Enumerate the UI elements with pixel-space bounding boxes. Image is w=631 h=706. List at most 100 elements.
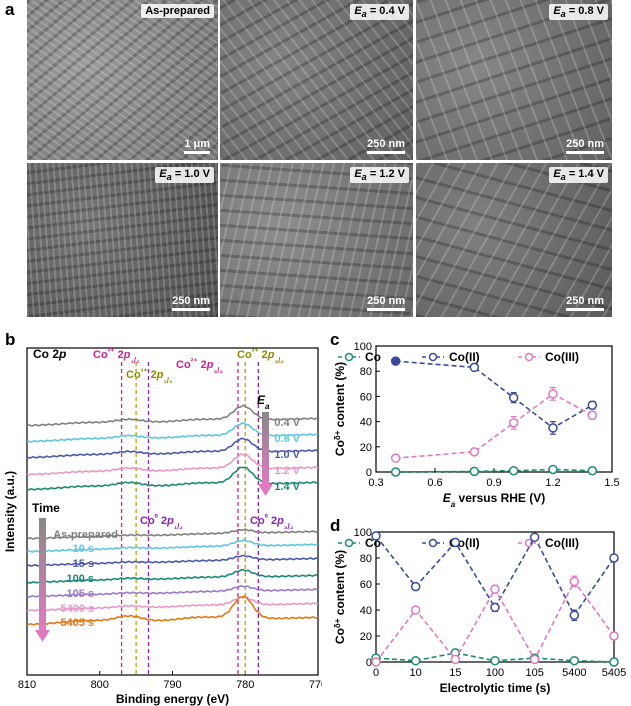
sem-image: Ea = 0.4 V 250 nm xyxy=(220,0,413,160)
x-tick-label: 1.2 xyxy=(545,477,560,489)
y-tick-label: 0 xyxy=(366,657,372,669)
scale-bar: 250 nm xyxy=(367,138,405,154)
x-tick-label: 100 xyxy=(486,667,504,679)
ea-arrow-shaft xyxy=(262,412,269,484)
data-point xyxy=(469,466,480,477)
data-point xyxy=(390,356,401,366)
chart-title: Co 2p xyxy=(33,347,66,361)
x-tick-label: 770 xyxy=(309,679,322,691)
scale-bar-label: 250 nm xyxy=(566,138,604,150)
sem-texture xyxy=(220,163,413,317)
legend-label: Co(III) xyxy=(545,536,579,550)
sem-texture xyxy=(220,0,413,160)
data-point xyxy=(587,400,598,410)
data-point xyxy=(490,655,500,666)
scale-bar: 1 μm xyxy=(184,138,210,154)
series-line xyxy=(395,468,593,473)
spectrum-line xyxy=(26,453,319,476)
y-axis-title: Coδ+ content (%) xyxy=(333,550,348,644)
sem-texture xyxy=(27,163,218,317)
scale-bar-line xyxy=(566,151,604,154)
x-tick-label: 5405 xyxy=(602,667,626,679)
data-point xyxy=(587,410,598,421)
x-tick-label: 0.9 xyxy=(486,477,501,489)
spectrum-label: 100 s xyxy=(66,573,94,585)
x-tick-label: 790 xyxy=(163,679,181,691)
sem-image-label: Ea = 0.4 V xyxy=(350,4,409,21)
scale-bar-line xyxy=(367,151,405,154)
y-tick-label: 80 xyxy=(360,553,372,565)
spectrum-label: 5405 s xyxy=(60,617,94,629)
data-point xyxy=(469,362,480,373)
series-line xyxy=(395,392,593,459)
sem-image-label: As-prepared xyxy=(141,4,214,18)
data-point xyxy=(410,655,421,666)
x-axis-title: Binding energy (eV) xyxy=(116,692,229,706)
data-point xyxy=(609,631,619,641)
y-axis-title: Coδ+ content (%) xyxy=(333,362,348,456)
scale-bar-label: 250 nm xyxy=(172,295,210,307)
spectrum-line xyxy=(26,595,319,626)
series-line xyxy=(395,360,593,429)
plot-frame xyxy=(375,531,615,663)
spectrum-line xyxy=(26,466,319,491)
data-point xyxy=(390,467,401,477)
x-tick-label: 810 xyxy=(18,679,36,691)
data-point xyxy=(490,584,500,594)
x-tick-label: 5400 xyxy=(562,667,586,679)
spectrum-line xyxy=(26,404,319,427)
data-point xyxy=(529,532,540,542)
spectrum-line xyxy=(26,437,319,459)
time-arrow-shaft xyxy=(39,518,46,630)
co-content-vs-time-chart: 0 20 40 60 80 100 0 10 15 100 105 5400 5405 Electroly… xyxy=(333,527,627,695)
spectrum-line xyxy=(26,568,319,584)
scale-bar: 250 nm xyxy=(367,295,405,311)
data-point xyxy=(529,654,540,665)
data-point xyxy=(609,553,619,563)
scale-bar-label: 250 nm xyxy=(367,295,405,307)
sem-texture xyxy=(416,0,612,160)
sem-image: Ea = 0.8 V 250 nm xyxy=(416,0,612,160)
panel-c-label: c xyxy=(330,330,340,349)
y-tick-label: 100 xyxy=(354,341,372,353)
y-axis-title: Intensity (a.u.) xyxy=(3,471,17,552)
scale-bar-label: 250 nm xyxy=(566,295,604,307)
data-point xyxy=(508,392,519,403)
spectrum-label: 5400 s xyxy=(60,603,94,615)
x-tick-label: 0.6 xyxy=(427,477,442,489)
x-tick-label: 15 xyxy=(449,667,461,679)
y-tick-label: 20 xyxy=(360,631,372,643)
data-point xyxy=(548,389,558,399)
scale-bar: 250 nm xyxy=(566,138,604,154)
scale-bar-line xyxy=(367,308,405,311)
y-tick-label: 0 xyxy=(366,467,372,479)
spectrum-label: 15 s xyxy=(73,558,94,570)
peak-annotation: Co³⁺ 2p₁/₂ xyxy=(126,367,173,385)
data-point xyxy=(410,581,421,592)
spectrum-line xyxy=(26,585,319,598)
scale-bar-line xyxy=(184,151,210,154)
peak-annotation: Co⁰ 2p₁/₂ xyxy=(140,513,183,531)
plot-frame xyxy=(375,345,613,473)
data-point xyxy=(390,453,401,463)
peak-annotation: Co⁰ 2p₃/₂ xyxy=(250,513,294,531)
data-point xyxy=(410,605,421,615)
ea-arrow-head xyxy=(258,484,273,496)
scale-bar-line xyxy=(566,308,604,311)
y-tick-label: 80 xyxy=(360,366,372,378)
data-point xyxy=(587,465,598,476)
sem-image-label: Ea = 1.2 V xyxy=(350,167,409,184)
sem-texture xyxy=(416,163,612,317)
scale-bar-label: 250 nm xyxy=(367,138,405,150)
spectrum-line xyxy=(26,596,318,612)
spectrum-line xyxy=(26,528,319,540)
data-point xyxy=(469,447,480,457)
data-point xyxy=(371,657,381,667)
x-tick-label: 10 xyxy=(410,667,422,679)
sem-image-label: Ea = 1.4 V xyxy=(549,167,608,184)
xps-spectra-chart: 810 800 790 780 770 Binding energy (eV) Intens… xyxy=(3,347,322,706)
spectrum-label: 0.8 V xyxy=(274,433,300,445)
spectrum-label: 1.4 V xyxy=(274,481,300,493)
ea-arrow-label: Ea xyxy=(257,393,270,411)
legend-marker xyxy=(344,352,354,362)
